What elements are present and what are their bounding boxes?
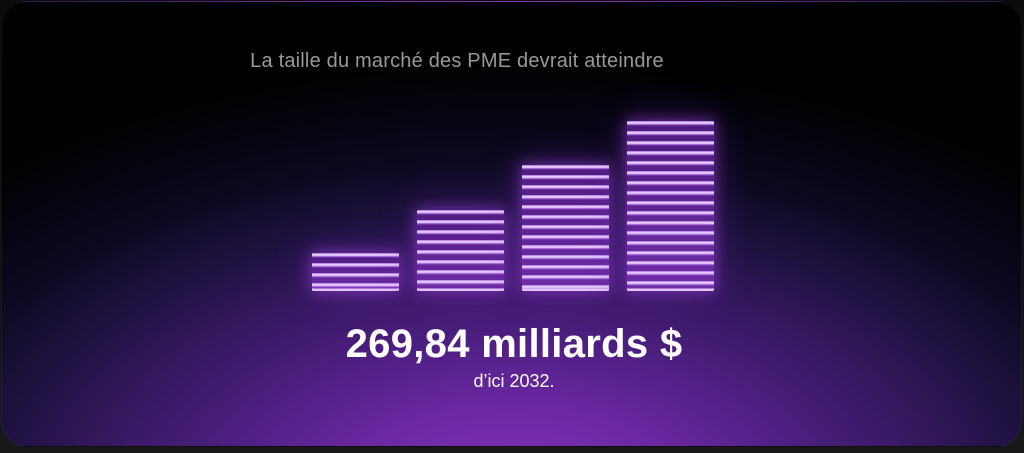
bar-chart (312, 121, 714, 291)
bar (312, 253, 399, 291)
headline-value: 269,84 milliards $ (345, 322, 683, 366)
bar (417, 210, 504, 291)
bar (627, 121, 714, 291)
bar (522, 165, 609, 291)
headline-caption: d’ici 2032. (473, 371, 555, 391)
chart-title: La taille du marché des PME devrait atte… (250, 50, 664, 72)
